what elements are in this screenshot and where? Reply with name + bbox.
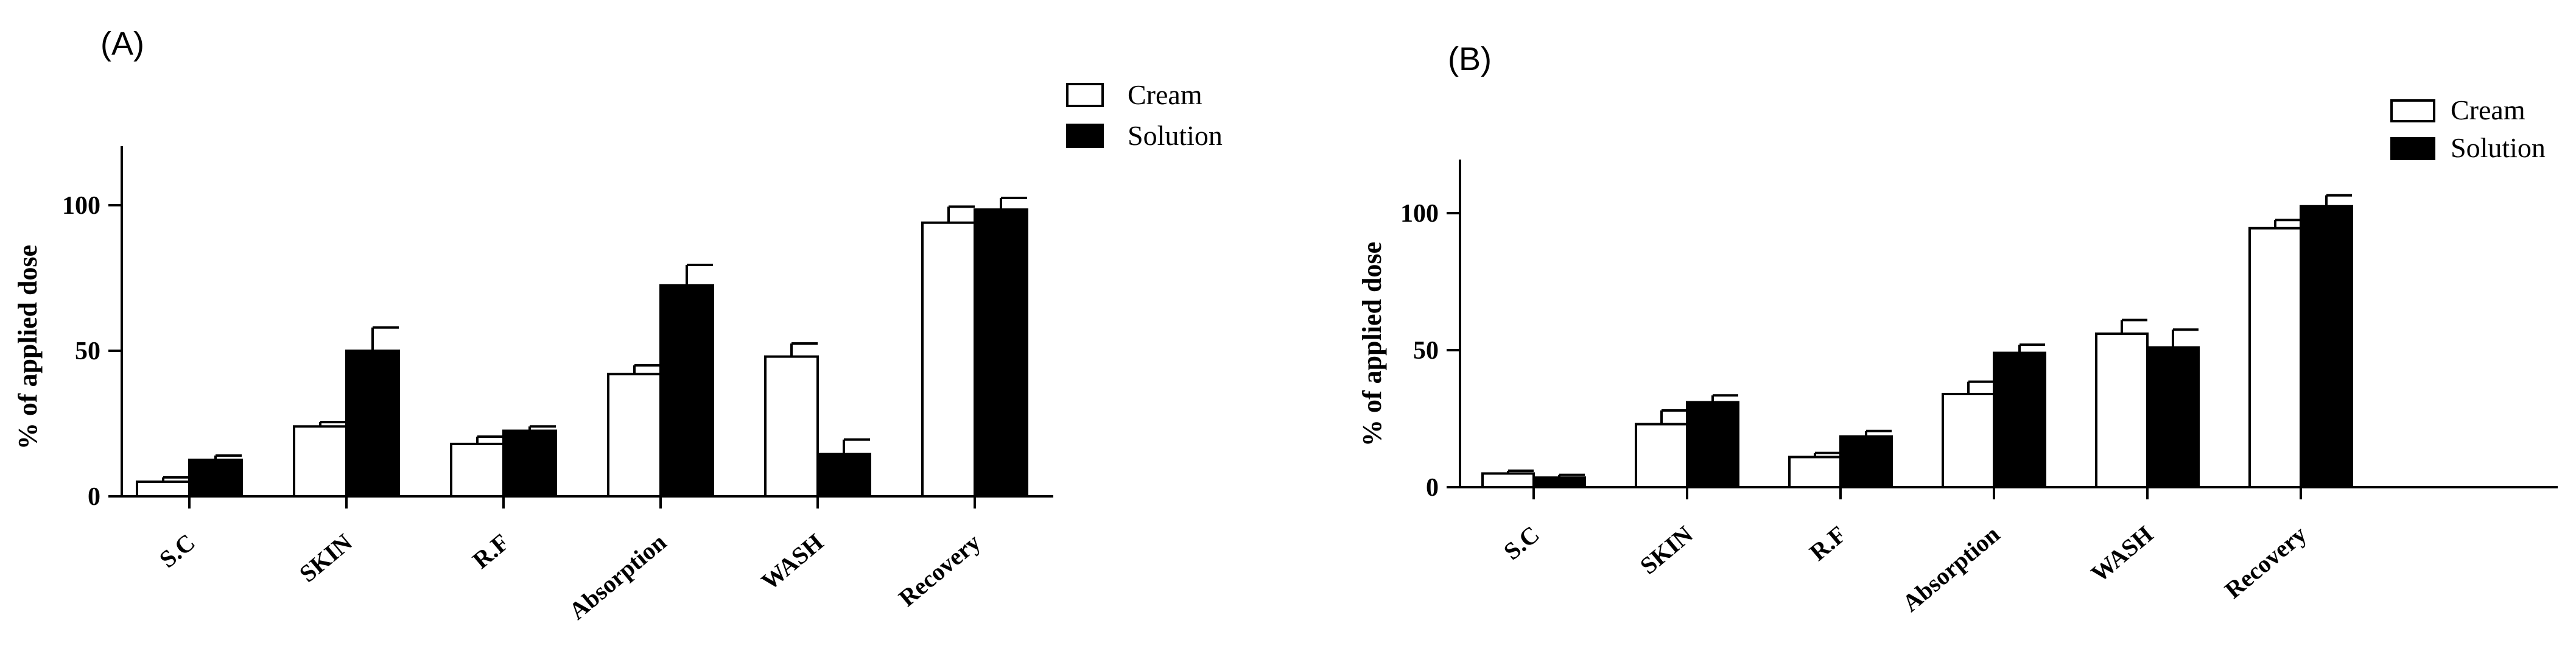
bar-cream-0 (1481, 472, 1535, 488)
bar-cream-0 (136, 480, 191, 498)
legend-label: Solution (2451, 132, 2546, 163)
x-category-label: Recovery (2219, 520, 2311, 603)
x-category-label: S.C (1498, 520, 1545, 565)
legend-swatch-cream (1066, 83, 1104, 107)
x-category-label: Absorption (1897, 520, 2005, 617)
panel-label: (A) (100, 26, 144, 62)
y-tick-label: 0 (1426, 474, 1439, 502)
panel-a: (A) % of applied dose 0 50 100 S.C SKIN R.F Abso… (13, 26, 1223, 625)
x-category-label: WASH (756, 528, 829, 595)
legend-swatch-cream (2390, 99, 2435, 122)
y-tick-label: 50 (75, 337, 100, 365)
bar-solution-2 (502, 429, 557, 498)
bar-cream-2 (450, 442, 505, 498)
bar-cream-1 (293, 425, 348, 498)
y-axis-title: % of applied dose (1357, 242, 1387, 446)
bar-solution-4 (816, 452, 871, 498)
panel-b: (B) % of applied dose 0 50 100 S.C SKIN R.F Abso… (1357, 41, 2558, 617)
bar-solution-3 (1993, 351, 2046, 488)
x-category-label: SKIN (294, 528, 357, 587)
bar-cream-4 (764, 355, 819, 498)
x-category-label: WASH (2086, 520, 2158, 587)
bar-solution-1 (345, 350, 400, 498)
x-category-label: Recovery (893, 528, 985, 611)
legend-label: Cream (2451, 94, 2525, 125)
bar-cream-4 (2095, 333, 2149, 488)
legend-swatch-solution (1066, 124, 1104, 148)
y-tick-label: 100 (1400, 200, 1439, 228)
legend-label: Solution (1128, 120, 1223, 151)
x-category-label: SKIN (1635, 520, 1698, 579)
bar-solution-5 (2300, 205, 2353, 488)
x-category-label: S.C (154, 528, 200, 573)
y-axis-title: % of applied dose (13, 245, 43, 449)
bar-solution-4 (2146, 346, 2200, 488)
bar-solution-1 (1686, 401, 1739, 488)
bar-cream-1 (1635, 423, 1688, 488)
y-tick-label: 100 (62, 192, 100, 220)
bar-solution-5 (974, 208, 1028, 498)
bar-cream-5 (921, 221, 976, 498)
panel-label: (B) (1448, 41, 1492, 77)
y-tick-label: 0 (88, 483, 100, 511)
y-tick-label: 50 (1413, 337, 1439, 365)
legend-swatch-solution (2390, 137, 2435, 160)
x-category-label: R.F (467, 528, 514, 574)
bar-cream-3 (607, 373, 662, 498)
bar-cream-2 (1788, 456, 1842, 488)
x-category-label: Absorption (564, 528, 672, 625)
bar-cream-5 (2248, 227, 2302, 488)
bar-solution-0 (188, 459, 243, 498)
bar-solution-0 (1532, 476, 1586, 488)
bar-solution-2 (1839, 435, 1893, 488)
x-category-label: R.F (1804, 520, 1851, 566)
legend-label: Cream (1128, 79, 1202, 110)
bar-solution-3 (659, 284, 714, 498)
bar-cream-3 (1942, 393, 1995, 488)
